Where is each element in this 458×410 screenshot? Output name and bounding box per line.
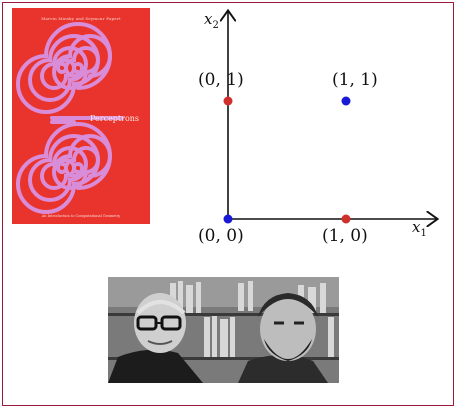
perceptrons-book-cover: Marvin Minsky and Seymour Papert Percept… [12,8,150,224]
plot-axes [180,0,450,262]
point-label-0-0: (0, 0) [198,226,244,246]
data-point-1-0 [341,214,351,224]
y-axis-label: x2 [204,10,219,31]
book-footer-line: An Introduction to Computational Geometr… [41,214,121,218]
book-author-line: Marvin Minsky and Seymour Papert [41,16,121,21]
portrait-photo-icon [108,277,339,383]
point-label-1-0: (1, 0) [322,226,368,246]
data-points [223,96,351,224]
portrait-photo [108,277,339,383]
data-point-0-0 [223,214,233,224]
data-point-1-1 [341,96,351,106]
point-label-0-1: (0, 1) [198,70,244,90]
data-point-0-1 [223,96,233,106]
point-label-1-1: (1, 1) [332,70,378,90]
spiral-pattern-icon [16,22,124,214]
xor-plot: x2 x1 (0, 0) (1, 0) (0, 1) (1, 1) [180,0,450,262]
book-title: Perceptrons [90,114,140,123]
x-axis-label: x1 [412,218,427,239]
